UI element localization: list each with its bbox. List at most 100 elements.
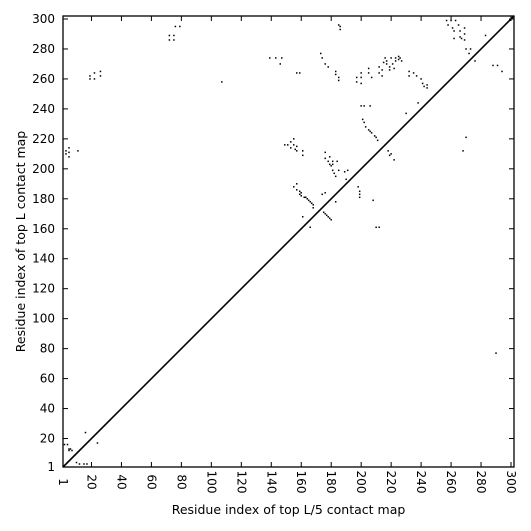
contact-point (454, 19, 457, 22)
y-tick-label: 180 (32, 192, 55, 206)
contact-point (334, 201, 337, 203)
contact-point (358, 193, 361, 196)
contact-point (345, 178, 347, 181)
contact-point (301, 216, 304, 218)
contact-point (459, 30, 461, 32)
contact-point (417, 102, 419, 104)
contact-point (310, 202, 313, 205)
x-tick-label: 240 (414, 471, 428, 494)
y-tick-label: 40 (40, 402, 55, 416)
contact-point (484, 34, 487, 37)
x-tick-label: 300 (504, 471, 518, 494)
contact-point (375, 136, 377, 139)
contact-point (372, 199, 374, 202)
contact-point (321, 193, 323, 196)
contact-point (65, 153, 67, 155)
contact-point (307, 199, 310, 202)
contact-point (385, 63, 388, 65)
contact-point (369, 105, 371, 107)
y-axis-label: Residue index of top L contact map (13, 131, 28, 352)
contact-point (327, 66, 329, 68)
contact-point (168, 39, 171, 41)
contact-point (360, 82, 362, 85)
x-tick-label: 1 (56, 478, 70, 486)
x-tick-label: 100 (204, 471, 218, 494)
contact-point (75, 461, 78, 464)
contact-point (306, 198, 308, 200)
contact-point (376, 139, 379, 142)
contact-point (378, 226, 380, 229)
contact-point (298, 193, 301, 196)
contact-point (370, 132, 373, 134)
contact-point (412, 72, 415, 74)
y-tick-label: 200 (32, 162, 55, 176)
x-tick-label: 60 (144, 474, 158, 489)
contact-point (388, 69, 391, 71)
contact-point (99, 75, 102, 77)
contact-point (309, 226, 311, 229)
contact-point (293, 138, 295, 140)
contact-point (394, 57, 397, 59)
contact-point (300, 195, 302, 197)
contact-point (358, 196, 361, 199)
contact-point (343, 171, 346, 173)
contact-point (295, 145, 298, 148)
contact-point (77, 150, 79, 152)
contact-point (65, 150, 67, 152)
contact-point (388, 66, 391, 68)
contact-point (96, 442, 99, 444)
x-tick-label: 260 (444, 471, 458, 494)
y-tick-label: 60 (40, 372, 55, 386)
contact-point (66, 443, 69, 446)
contact-point (381, 69, 383, 71)
contact-point (324, 192, 326, 194)
contact-point (294, 148, 296, 151)
contact-point (71, 449, 73, 452)
contact-point (298, 190, 301, 193)
contact-point (99, 70, 102, 73)
x-axis-ticks: 1 20 40 60 80 100 120 140 160 180 200 220 240 260 280 3… (56, 16, 518, 493)
contact-point (420, 78, 422, 80)
contact-point (327, 160, 329, 163)
contact-point (333, 172, 335, 175)
contact-point (468, 52, 470, 55)
contact-point (453, 30, 455, 32)
contact-point (378, 72, 380, 74)
contact-point (295, 72, 298, 74)
y-axis-ticks: 1204060801001201401601802002202402602803… (32, 12, 514, 474)
contact-point (89, 75, 91, 77)
contact-point (173, 34, 175, 37)
y-tick-label: 80 (40, 342, 55, 356)
contact-point (463, 33, 466, 35)
contact-point (328, 217, 331, 220)
contact-point (382, 61, 385, 64)
contact-point (375, 226, 377, 229)
contact-point (334, 70, 337, 73)
contact-point (426, 87, 428, 89)
y-tick-label: 160 (32, 222, 55, 236)
x-tick-label: 40 (114, 474, 128, 489)
contact-point (83, 463, 85, 465)
contact-point (324, 157, 326, 160)
contact-point (78, 463, 81, 465)
contact-point (363, 105, 365, 107)
contact-point (360, 76, 362, 79)
contact-point (173, 39, 175, 41)
contact-point (496, 64, 499, 67)
x-tick-label: 220 (384, 471, 398, 494)
contact-point (426, 84, 428, 86)
contact-point (445, 19, 448, 22)
contact-point (357, 186, 359, 188)
contact-point (284, 144, 286, 146)
contact-point (384, 57, 386, 59)
contact-point (331, 163, 334, 166)
contact-point (290, 141, 292, 143)
contact-point (495, 352, 497, 354)
contact-point (293, 186, 295, 188)
contact-point (68, 151, 70, 154)
contact-point (68, 147, 70, 149)
x-tick-label: 80 (174, 474, 188, 489)
contact-point (378, 66, 380, 68)
contact-point (298, 72, 301, 74)
